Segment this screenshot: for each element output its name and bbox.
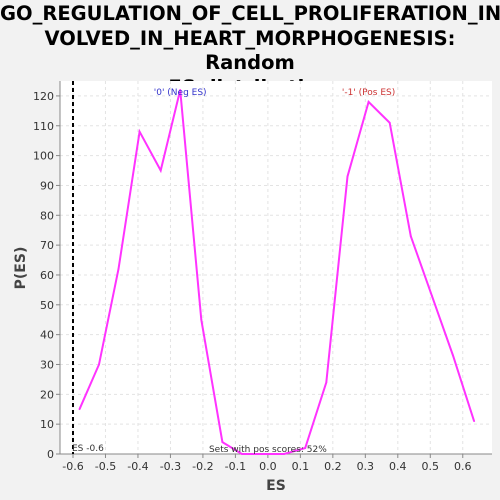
chart-title-line: VOLVED_IN_HEART_MORPHOGENESIS: Random <box>44 26 456 75</box>
x-tick-label: -0.5 <box>95 460 116 473</box>
x-tick-label: -0.4 <box>127 460 148 473</box>
data-point <box>260 453 263 455</box>
y-tick-label: 40 <box>40 329 54 342</box>
data-point <box>240 453 243 455</box>
y-tick-label: 100 <box>33 150 54 163</box>
x-axis-title: ES <box>266 478 286 494</box>
data-point <box>78 408 81 411</box>
pos-scores-label: Sets with pos scores: 52% <box>209 445 327 455</box>
x-tick-label: 0.1 <box>292 460 310 473</box>
y-tick-label: 110 <box>33 120 54 133</box>
x-tick-label: -0.6 <box>62 460 83 473</box>
data-point <box>98 363 100 366</box>
ticks-layer: 0 10 20 30 40 50 60 70 80 90 100 110 120 -0.6 -0.5 -0.4… <box>33 90 472 473</box>
y-tick-label: 60 <box>40 269 54 282</box>
actual-es-label: ES -0.6 <box>72 444 104 454</box>
y-tick-label: 0 <box>47 448 54 461</box>
data-point <box>473 420 476 423</box>
y-axis-title: P(ES) <box>13 247 29 290</box>
y-tick-label: 30 <box>40 358 54 371</box>
data-point <box>200 318 203 321</box>
data-point <box>304 447 307 449</box>
x-tick-label: 0.6 <box>454 460 472 473</box>
data-point <box>117 268 120 270</box>
neg-es-label: '0' (Neg ES) <box>154 88 207 98</box>
data-point <box>179 89 182 91</box>
data-point <box>159 169 162 172</box>
es-distribution-line <box>78 89 476 455</box>
x-tick-label: -0.2 <box>192 460 213 473</box>
x-tick-label: 0.3 <box>357 460 375 473</box>
chart-title-line: GO_REGULATION_OF_CELL_PROLIFERATION_IN <box>0 2 500 25</box>
data-point <box>325 381 328 384</box>
y-tick-label: 50 <box>40 299 54 312</box>
series-layer <box>78 89 476 455</box>
y-tick-label: 120 <box>33 90 54 103</box>
y-tick-label: 70 <box>40 239 54 252</box>
y-tick-label: 20 <box>40 388 54 401</box>
y-tick-label: 90 <box>40 179 54 192</box>
data-point <box>431 294 433 297</box>
data-point <box>138 130 141 133</box>
x-tick-label: 0.2 <box>324 460 342 473</box>
data-point <box>452 354 454 357</box>
data-point <box>409 235 412 238</box>
y-tick-label: 80 <box>40 209 54 222</box>
plot-area <box>60 81 492 454</box>
data-point <box>346 175 349 178</box>
x-tick-label: -0.3 <box>160 460 181 473</box>
data-point <box>221 441 224 443</box>
x-tick-label: -0.1 <box>225 460 246 473</box>
y-tick-label: 10 <box>40 418 54 431</box>
pos-es-label: '-1' (Pos ES) <box>342 88 395 98</box>
x-tick-label: 0.4 <box>389 460 407 473</box>
data-point <box>283 453 286 455</box>
annotation-layer: ES -0.6 '0' (Neg ES) '-1' (Pos ES) Sets wit… <box>71 81 395 455</box>
x-tick-label: 0.5 <box>422 460 440 473</box>
x-tick-label: 0.0 <box>259 460 277 473</box>
data-point <box>388 121 391 124</box>
data-point <box>367 100 370 103</box>
